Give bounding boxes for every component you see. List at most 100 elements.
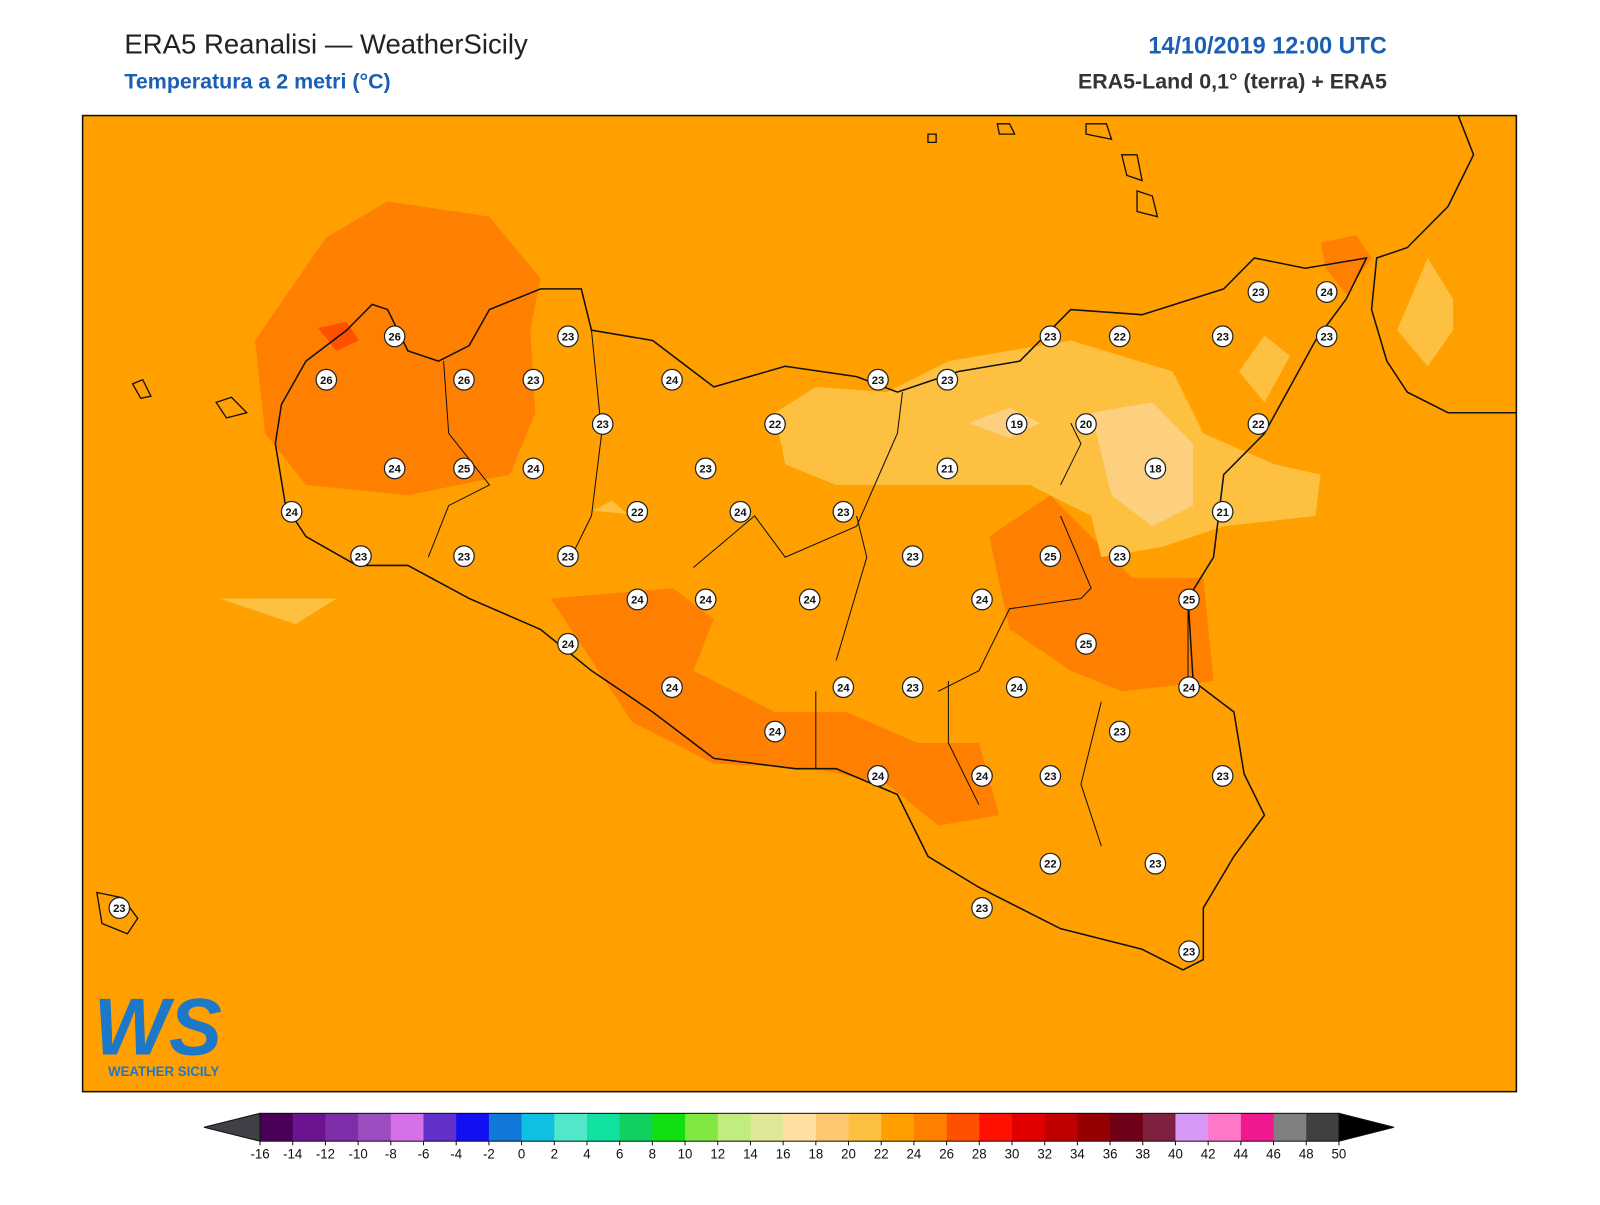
colorbar-swatch bbox=[717, 1113, 751, 1142]
station: 23 bbox=[867, 368, 889, 391]
station-marker bbox=[1178, 676, 1200, 699]
station: 24 bbox=[867, 764, 889, 787]
colorbar-tick-label: 10 bbox=[678, 1147, 693, 1162]
station-marker bbox=[1005, 676, 1028, 699]
station-value: 24 bbox=[1010, 682, 1023, 694]
islands bbox=[96, 123, 1159, 935]
station-value: 24 bbox=[872, 771, 885, 783]
colorbar-tick-label: 30 bbox=[1005, 1147, 1020, 1162]
colorbar-tick-label: 16 bbox=[776, 1147, 791, 1162]
colorbar-tick-label: -12 bbox=[316, 1147, 335, 1162]
station: 24 bbox=[764, 720, 786, 743]
station-value: 23 bbox=[872, 375, 884, 387]
station: 24 bbox=[522, 457, 545, 480]
station-value: 24 bbox=[631, 595, 644, 607]
station: 23 bbox=[1039, 764, 1062, 787]
station-value: 24 bbox=[388, 464, 401, 476]
station-marker bbox=[1005, 413, 1028, 436]
colorbar-swatch bbox=[815, 1113, 850, 1142]
station: 26 bbox=[383, 325, 406, 348]
station: 22 bbox=[626, 500, 649, 523]
station-marker bbox=[1039, 325, 1062, 348]
station-marker bbox=[1144, 852, 1167, 875]
station-marker bbox=[557, 325, 579, 348]
station-marker bbox=[1039, 545, 1062, 568]
station: 24 bbox=[661, 368, 683, 391]
station-marker bbox=[661, 676, 683, 699]
station: 25 bbox=[1075, 632, 1097, 655]
station-marker bbox=[764, 720, 786, 743]
colorbar-tick-label: -16 bbox=[250, 1147, 269, 1162]
station-value: 23 bbox=[1149, 859, 1161, 871]
station-value: 19 bbox=[1010, 419, 1022, 431]
colorbar-swatch bbox=[325, 1113, 359, 1142]
station-value: 23 bbox=[976, 903, 988, 915]
colorbar-swatch bbox=[1240, 1113, 1275, 1142]
colorbar-swatch bbox=[1142, 1113, 1176, 1142]
colorbar-tick-label: 2 bbox=[551, 1147, 558, 1162]
station: 23 bbox=[557, 325, 579, 348]
colorbar-swatch bbox=[390, 1113, 425, 1142]
station: 22 bbox=[1247, 413, 1270, 436]
station-value: 23 bbox=[1044, 771, 1056, 783]
station-marker bbox=[108, 897, 131, 919]
station: 23 bbox=[1144, 852, 1167, 875]
station: 24 bbox=[729, 500, 752, 523]
station: 23 bbox=[936, 368, 959, 391]
map-area bbox=[81, 114, 1518, 1093]
station-marker bbox=[1315, 281, 1338, 303]
station: 24 bbox=[832, 676, 855, 699]
station: 21 bbox=[936, 457, 959, 480]
contour bbox=[593, 500, 628, 514]
station: 24 bbox=[557, 632, 579, 655]
station-marker bbox=[729, 500, 752, 523]
station-marker bbox=[867, 764, 889, 787]
station: 18 bbox=[1144, 457, 1167, 480]
colorbar-tick-label: 28 bbox=[972, 1147, 987, 1162]
station-marker bbox=[522, 368, 545, 391]
station: 24 bbox=[1315, 281, 1338, 303]
station: 23 bbox=[1315, 325, 1338, 348]
station: 24 bbox=[971, 588, 993, 611]
station: 25 bbox=[1178, 588, 1200, 611]
station-value: 24 bbox=[699, 595, 712, 607]
colorbar-swatch bbox=[488, 1113, 523, 1142]
station-marker bbox=[1039, 764, 1062, 787]
station-value: 22 bbox=[631, 507, 643, 519]
station-value: 23 bbox=[1216, 331, 1228, 343]
station-value: 24 bbox=[1183, 682, 1196, 694]
colorbar-over bbox=[1338, 1112, 1395, 1142]
contour bbox=[550, 588, 1000, 826]
station-marker bbox=[453, 457, 475, 480]
colorbar-tick-label: -10 bbox=[349, 1147, 368, 1162]
station-marker bbox=[764, 413, 786, 436]
colorbar-tick-label: -14 bbox=[283, 1147, 303, 1162]
station-value: 25 bbox=[1044, 551, 1056, 563]
station-value: 22 bbox=[1252, 419, 1264, 431]
station-value: 18 bbox=[1149, 464, 1161, 476]
station-value: 24 bbox=[976, 595, 989, 607]
station: 19 bbox=[1005, 413, 1028, 436]
colorbar-swatch bbox=[1110, 1113, 1144, 1142]
station-marker bbox=[1075, 632, 1097, 655]
colorbar-swatch bbox=[685, 1113, 719, 1142]
station: 26 bbox=[453, 368, 475, 391]
station-value: 23 bbox=[941, 375, 953, 387]
station: 23 bbox=[591, 413, 614, 436]
station-marker bbox=[661, 368, 683, 391]
station-marker bbox=[1039, 852, 1062, 875]
station: 23 bbox=[1211, 764, 1234, 787]
station-value: 25 bbox=[458, 464, 470, 476]
station-value: 24 bbox=[562, 639, 575, 651]
colorbar-swatch bbox=[652, 1113, 686, 1142]
station-marker bbox=[971, 588, 993, 611]
station-value: 24 bbox=[976, 771, 989, 783]
colorbar-swatch bbox=[1044, 1113, 1078, 1142]
colorbar-swatch bbox=[456, 1113, 490, 1142]
station-value: 20 bbox=[1080, 419, 1092, 431]
station-marker bbox=[971, 764, 993, 787]
station-marker bbox=[315, 368, 338, 391]
station-value: 24 bbox=[734, 507, 747, 519]
map-frame bbox=[81, 114, 1518, 1093]
colorbar-swatch bbox=[260, 1113, 294, 1142]
